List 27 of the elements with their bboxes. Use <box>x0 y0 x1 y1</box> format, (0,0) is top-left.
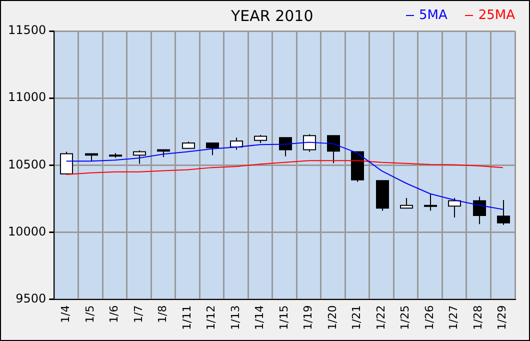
x-tick-label: 1/20 <box>326 305 339 330</box>
x-tick-label: 1/22 <box>374 305 388 330</box>
y-tick-label: 11000 <box>8 90 46 104</box>
x-tick-label: 1/11 <box>180 305 194 330</box>
x-tick-label: 1/15 <box>277 305 290 330</box>
y-tick-label: 9500 <box>16 291 46 306</box>
x-tick-label: 1/28 <box>471 305 484 330</box>
x-tick-label: 1/14 <box>253 305 266 330</box>
x-tick-label: 1/19 <box>302 305 315 330</box>
x-tick-label: 1/5 <box>83 305 96 323</box>
x-tick-label: 1/29 <box>496 305 509 330</box>
x-tick-label: 1/13 <box>228 305 242 330</box>
x-tick-label: 1/21 <box>350 305 364 330</box>
x-tick-label: 1/12 <box>204 305 218 330</box>
x-tick-label: 1/27 <box>447 305 460 330</box>
chart-title: YEAR 2010 <box>231 7 314 25</box>
legend-label: 5MA <box>418 8 448 23</box>
x-tick-label: 1/4 <box>59 305 72 323</box>
x-tick-label: 1/25 <box>398 305 412 330</box>
x-tick-label: 1/26 <box>422 305 436 330</box>
y-tick-label: 11500 <box>8 23 46 38</box>
y-tick-label: 10500 <box>8 157 46 172</box>
x-tick-label: 1/8 <box>156 305 170 323</box>
legend-label: 25MA <box>478 8 515 23</box>
x-tick-label: 1/6 <box>108 305 121 323</box>
y-tick-label: 10000 <box>8 224 46 238</box>
x-tick-label: 1/7 <box>132 305 145 323</box>
